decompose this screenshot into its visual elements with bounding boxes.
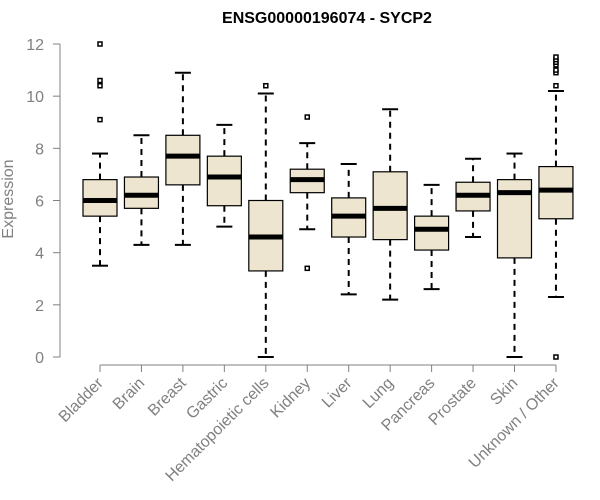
box-kidney — [289, 114, 325, 272]
outlier-point — [304, 265, 310, 272]
x-tick-label: Liver — [319, 374, 356, 411]
iqr-box — [165, 134, 201, 186]
iqr-box — [123, 176, 160, 209]
y-tick-label: 8 — [35, 141, 44, 158]
outlier-point — [97, 116, 103, 123]
outlier-point — [553, 54, 559, 60]
outlier-point — [553, 67, 559, 73]
y-tick-label: 0 — [35, 350, 44, 367]
box-hematopoietic-cells — [248, 82, 284, 358]
box-liver — [331, 162, 367, 296]
iqr-box — [372, 171, 408, 241]
box-prostate — [455, 157, 491, 239]
outlier-point — [263, 82, 269, 89]
outlier-point — [97, 77, 103, 84]
iqr-box — [82, 179, 118, 217]
iqr-box — [538, 165, 574, 220]
x-tick-label: Kidney — [267, 375, 314, 422]
x-tick-label: Bladder — [56, 374, 107, 425]
chart-title: ENSG00000196074 - SYCP2 — [222, 10, 432, 27]
outlier-point — [97, 82, 103, 89]
iqr-box — [414, 215, 450, 251]
outlier-point — [304, 114, 310, 120]
x-tick-label: Lung — [360, 375, 397, 412]
y-axis: 0 2 4 6 8 10 12 — [26, 37, 61, 367]
box-skin — [496, 152, 533, 358]
box-brain — [123, 134, 160, 246]
box-pancreas — [414, 183, 450, 291]
outlier-point — [553, 354, 559, 360]
x-tick-label: Skin — [487, 375, 521, 409]
x-tick-label: Breast — [145, 374, 190, 419]
y-tick-label: 6 — [35, 194, 44, 211]
box-bladder — [82, 41, 118, 267]
y-tick-label: 2 — [35, 298, 44, 315]
box-breast — [165, 71, 201, 246]
boxes-group — [82, 41, 574, 360]
y-tick-label: 12 — [26, 37, 44, 54]
x-tick-label: Brain — [110, 375, 148, 413]
y-tick-label: 4 — [35, 246, 44, 263]
outlier-point — [97, 41, 103, 47]
outlier-point — [553, 82, 559, 89]
box-unknown-other — [538, 54, 574, 360]
y-axis-title: Expression — [0, 159, 17, 238]
box-lung — [372, 108, 408, 301]
iqr-box — [206, 155, 242, 207]
box-gastric — [206, 123, 242, 228]
y-tick-label: 10 — [26, 89, 44, 106]
